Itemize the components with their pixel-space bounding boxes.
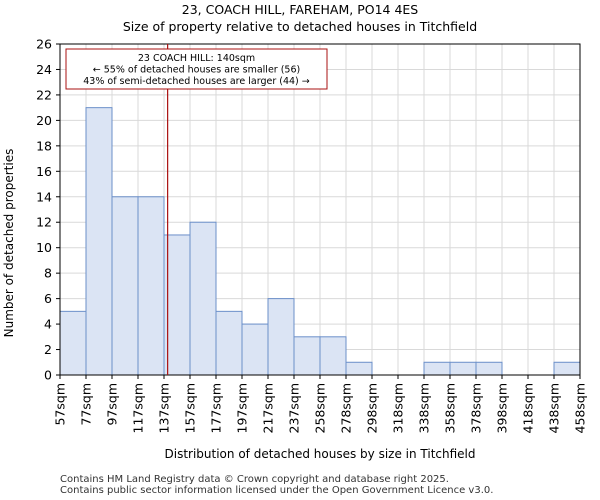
x-tick-label: 117sqm xyxy=(131,383,146,433)
annotation-box xyxy=(65,48,328,90)
y-tick-label: 4 xyxy=(44,317,52,332)
x-tick-label: 458sqm xyxy=(573,383,588,433)
y-tick-label: 20 xyxy=(36,113,52,128)
x-tick-label: 217sqm xyxy=(261,383,276,433)
y-tick-label: 12 xyxy=(36,215,52,230)
histogram-bar xyxy=(293,336,321,376)
x-tick-label: 338sqm xyxy=(417,383,432,433)
x-tick-label: 57sqm xyxy=(53,383,68,426)
x-tick-label: 358sqm xyxy=(443,383,458,433)
x-tick-label: 137sqm xyxy=(157,383,172,433)
chart-subtitle: Size of property relative to detached ho… xyxy=(122,19,478,34)
footer-copyright: Contains HM Land Registry data © Crown c… xyxy=(60,474,449,485)
histogram-bar xyxy=(85,107,113,376)
annotation-line: 23 COACH HILL: 140sqm xyxy=(138,53,255,64)
x-tick-label: 258sqm xyxy=(313,383,328,433)
y-tick-label: 8 xyxy=(44,266,52,281)
x-tick-label: 237sqm xyxy=(287,383,302,433)
annotation-line: 43% of semi-detached houses are larger (… xyxy=(83,76,310,87)
y-tick-label: 18 xyxy=(36,138,52,153)
y-tick-label: 10 xyxy=(36,240,52,255)
x-tick-label: 378sqm xyxy=(469,383,484,433)
y-tick-label: 24 xyxy=(36,62,52,77)
y-tick-label: 22 xyxy=(36,87,52,102)
histogram-bar xyxy=(215,310,243,376)
chart-title: 23, COACH HILL, FAREHAM, PO14 4ES xyxy=(181,2,419,17)
property-marker: 23 COACH HILL: 140sqm← 55% of detached h… xyxy=(65,44,328,375)
x-tick-label: 97sqm xyxy=(105,383,120,426)
y-tick-label: 14 xyxy=(36,189,52,204)
x-tick-label: 318sqm xyxy=(391,383,406,433)
histogram-bar xyxy=(319,336,347,376)
x-tick-label: 77sqm xyxy=(79,383,94,426)
histogram-bar xyxy=(449,361,477,376)
x-tick-label: 197sqm xyxy=(235,383,250,433)
y-tick-label: 0 xyxy=(44,368,52,383)
x-tick-label: 398sqm xyxy=(495,383,510,433)
x-axis-label: Distribution of detached houses by size … xyxy=(165,447,476,461)
annotation-line: ← 55% of detached houses are smaller (56… xyxy=(93,65,300,76)
y-axis-label: Number of detached properties xyxy=(2,149,16,338)
histogram-bars xyxy=(59,107,581,376)
x-tick-label: 298sqm xyxy=(365,383,380,433)
histogram-bar xyxy=(59,310,87,376)
y-tick-label: 2 xyxy=(44,342,52,357)
y-tick-label: 26 xyxy=(36,37,52,52)
histogram-bar xyxy=(189,221,217,376)
x-tick-label: 177sqm xyxy=(209,383,224,433)
x-tick-label: 157sqm xyxy=(183,383,198,433)
histogram-bar xyxy=(241,323,269,376)
histogram-bar xyxy=(423,361,451,376)
x-tick-label: 418sqm xyxy=(521,383,536,433)
x-tick-label: 438sqm xyxy=(547,383,562,433)
y-tick-label: 6 xyxy=(44,291,52,306)
histogram-bar xyxy=(475,361,503,376)
x-tick-label: 278sqm xyxy=(339,383,354,433)
histogram-bar xyxy=(111,196,139,376)
histogram-bar xyxy=(553,361,581,376)
histogram-bar xyxy=(267,298,295,376)
histogram-bar xyxy=(137,196,165,376)
histogram-bar xyxy=(345,361,373,376)
footer-licence: Contains public sector information licen… xyxy=(60,485,494,496)
y-tick-label: 16 xyxy=(36,164,52,179)
